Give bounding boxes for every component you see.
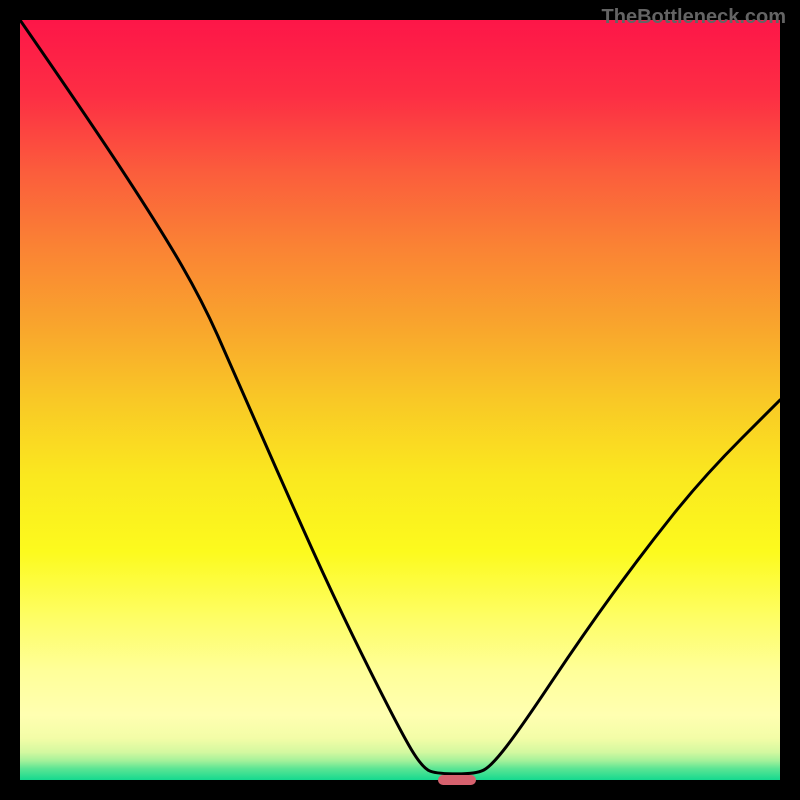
gradient-background bbox=[20, 20, 780, 780]
watermark-text: TheBottleneck.com bbox=[602, 6, 786, 29]
plot-svg bbox=[20, 20, 780, 780]
minimum-marker bbox=[438, 775, 476, 785]
chart-frame: TheBottleneck.com bbox=[0, 0, 800, 800]
plot-area bbox=[20, 20, 780, 780]
